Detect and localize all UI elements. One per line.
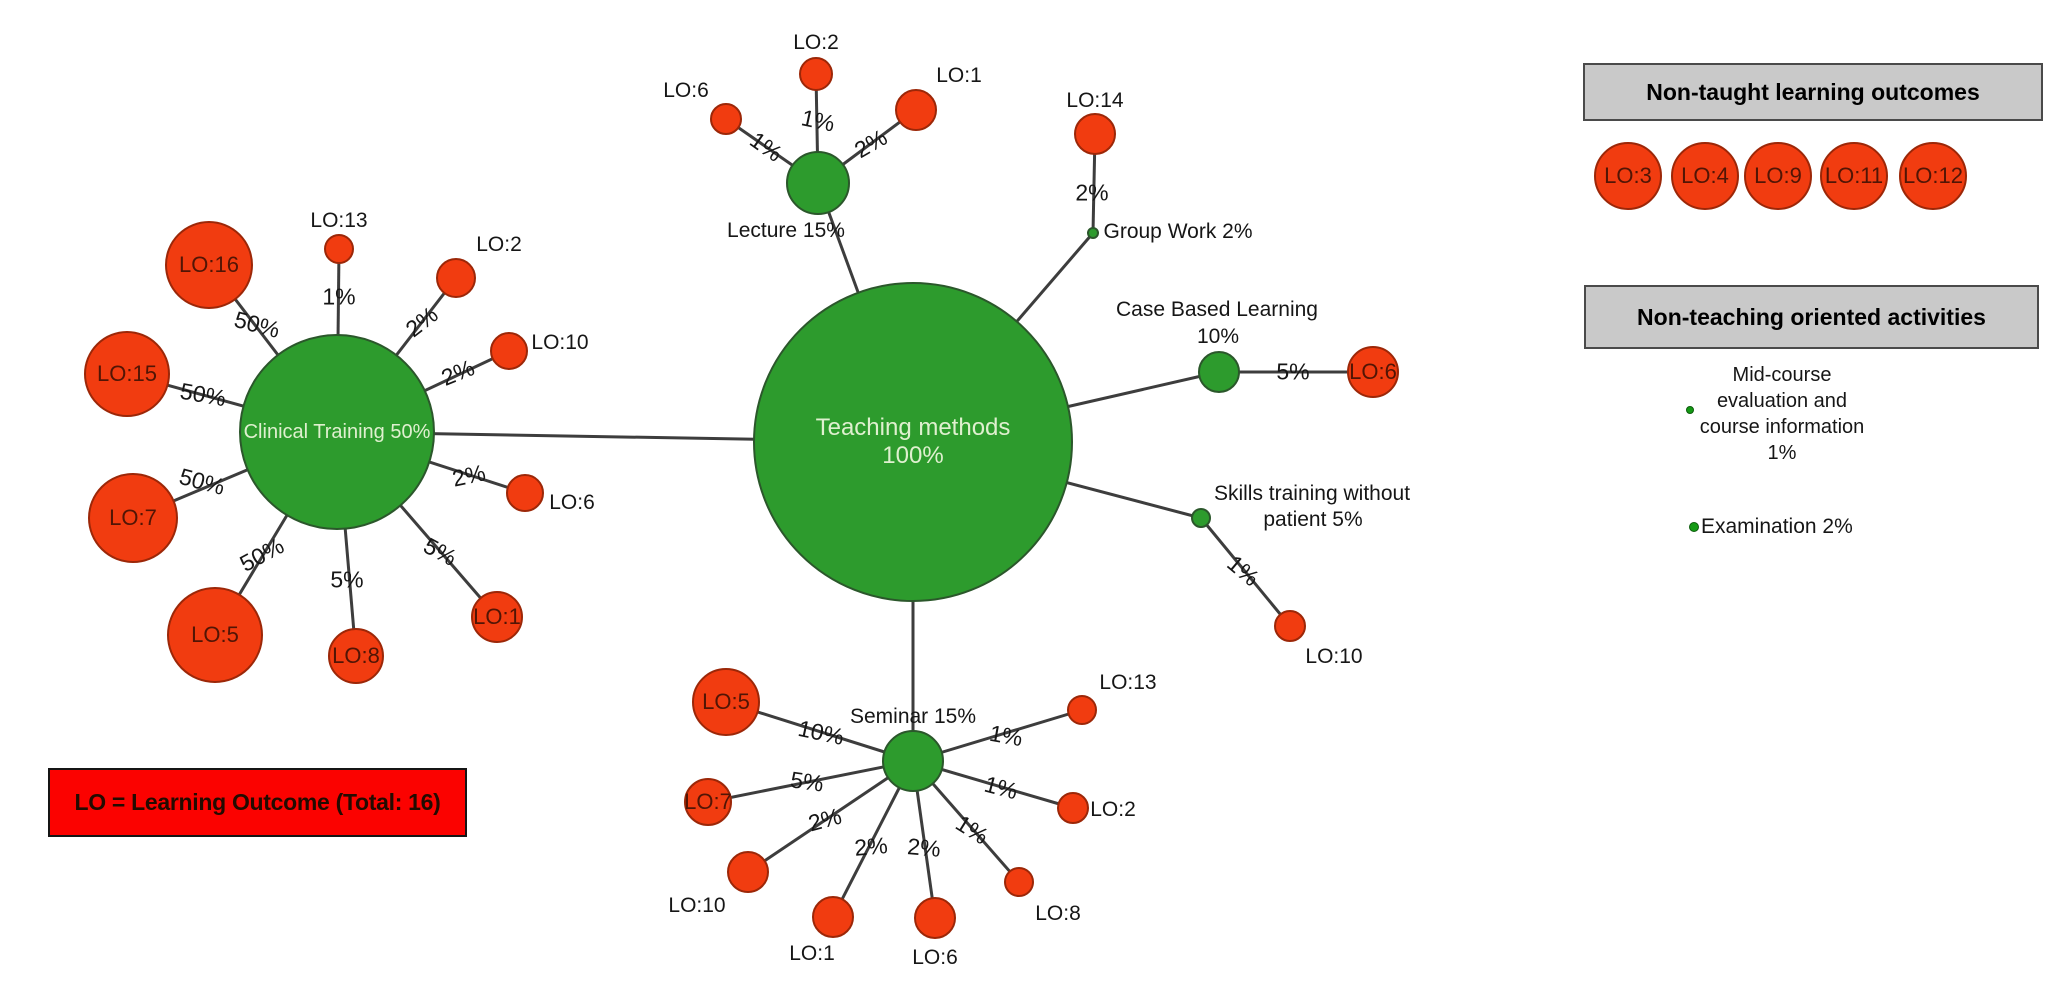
node-groupwork-lo14 xyxy=(1074,113,1116,155)
node-seminar-lo7: LO:7 xyxy=(684,778,732,826)
node-lecture-lo1 xyxy=(895,89,937,131)
label-seminar-lo8: LO:8 xyxy=(1035,902,1081,925)
node-seminar-lo6 xyxy=(914,897,956,939)
node-lecture-lo2 xyxy=(799,57,833,91)
label-lecture-lo6: LO:6 xyxy=(663,79,709,102)
node-clinical-lo2 xyxy=(436,258,476,298)
node-seminar-lo10 xyxy=(727,851,769,893)
label-clinical-lo2: LO:2 xyxy=(476,233,522,256)
node-clinical-lo8: LO:8 xyxy=(328,628,384,684)
node-skills-lo10 xyxy=(1274,610,1306,642)
node-clinical-lo10 xyxy=(490,332,528,370)
label-skills-2: patient 5% xyxy=(1263,508,1363,531)
node-clinical-lo15-label: LO:15 xyxy=(97,361,157,386)
node-teaching-methods: Teaching methods 100% xyxy=(753,282,1073,602)
node-casebased-lo6-label: LO:6 xyxy=(1349,359,1397,384)
node-clinical-lo8-label: LO:8 xyxy=(332,643,380,668)
node-clinical-training-label: Clinical Training 50% xyxy=(243,421,431,443)
label-seminar-lo1: LO:1 xyxy=(789,942,835,965)
node-skills-training xyxy=(1191,508,1211,528)
node-nontaught-lo12: LO:12 xyxy=(1899,142,1967,210)
node-seminar-lo5-label: LO:5 xyxy=(702,689,750,714)
node-teaching-methods-label: Teaching methods 100% xyxy=(815,414,1011,469)
node-seminar-lo2 xyxy=(1057,792,1089,824)
pct-casebased-lo6: 5% xyxy=(1276,358,1310,385)
non-taught-outcomes-header: Non-taught learning outcomes xyxy=(1583,63,2043,121)
edge-seminar-lo7 xyxy=(707,759,914,804)
non-teaching-activities-header: Non-teaching oriented activities xyxy=(1584,285,2039,349)
node-nontaught-lo3-label: LO:3 xyxy=(1604,163,1652,188)
node-case-based-learning xyxy=(1198,351,1240,393)
node-seminar-lo13 xyxy=(1067,695,1097,725)
node-seminar-lo5: LO:5 xyxy=(692,668,760,736)
label-skills-lo10: LO:10 xyxy=(1305,645,1363,668)
pct-seminar-lo6: 2% xyxy=(906,833,942,862)
node-nontaught-lo11: LO:11 xyxy=(1820,142,1888,210)
node-seminar-lo1 xyxy=(812,896,854,938)
label-seminar-lo13: LO:13 xyxy=(1099,671,1157,694)
activity-midcourse-dot xyxy=(1686,406,1694,414)
label-lecture-lo2: LO:2 xyxy=(793,31,839,54)
pct-groupwork-lo14: 2% xyxy=(1075,179,1109,206)
node-lecture-lo6 xyxy=(710,103,742,135)
non-teaching-activities-title: Non-teaching oriented activities xyxy=(1637,303,1986,330)
label-seminar: Seminar 15% xyxy=(849,705,977,728)
label-lecture: Lecture 15% xyxy=(727,219,845,242)
label-seminar-lo2: LO:2 xyxy=(1090,798,1136,821)
node-nontaught-lo3: LO:3 xyxy=(1594,142,1662,210)
label-clinical-lo6: LO:6 xyxy=(549,491,595,514)
activity-examination-text: Examination 2% xyxy=(1701,515,1853,538)
label-clinical-lo10: LO:10 xyxy=(531,331,589,354)
node-clinical-lo15: LO:15 xyxy=(84,331,170,417)
node-clinical-lo7: LO:7 xyxy=(88,473,178,563)
node-clinical-training: Clinical Training 50% xyxy=(239,334,435,530)
legend-box: LO = Learning Outcome (Total: 16) xyxy=(48,768,467,837)
legend-text: LO = Learning Outcome (Total: 16) xyxy=(74,789,441,815)
node-clinical-lo5: LO:5 xyxy=(167,587,263,683)
node-seminar-lo7-label: LO:7 xyxy=(684,789,732,814)
activity-examination-dot xyxy=(1689,522,1699,532)
node-clinical-lo1-label: LO:1 xyxy=(473,604,521,629)
pct-clinical-lo8: 5% xyxy=(330,566,364,593)
non-taught-outcomes-title: Non-taught learning outcomes xyxy=(1646,78,1980,105)
node-nontaught-lo4-label: LO:4 xyxy=(1681,163,1729,188)
activity-midcourse-text: Mid-course evaluation and course informati… xyxy=(1699,364,1865,464)
pct-seminar-lo13: 1% xyxy=(987,719,1025,752)
label-lo14: LO:14 xyxy=(1066,89,1124,112)
node-nontaught-lo9: LO:9 xyxy=(1744,142,1812,210)
node-clinical-lo5-label: LO:5 xyxy=(191,622,239,647)
node-clinical-lo13 xyxy=(324,234,354,264)
node-clinical-lo1: LO:1 xyxy=(471,591,523,643)
edge-skills-lo10 xyxy=(1199,517,1292,627)
label-seminar-lo6: LO:6 xyxy=(912,946,958,969)
pct-clinical-lo13: 1% xyxy=(322,283,356,310)
node-nontaught-lo12-label: LO:12 xyxy=(1903,163,1963,188)
label-case-based-2: 10% xyxy=(1196,325,1240,348)
node-clinical-lo16-label: LO:16 xyxy=(179,252,239,277)
pct-seminar-lo1: 2% xyxy=(853,832,889,861)
label-seminar-lo10: LO:10 xyxy=(668,894,726,917)
node-lecture xyxy=(786,151,850,215)
node-nontaught-lo11-label: LO:11 xyxy=(1824,163,1884,188)
node-clinical-lo6 xyxy=(506,474,544,512)
node-casebased-lo6: LO:6 xyxy=(1347,346,1399,398)
label-lecture-lo1: LO:1 xyxy=(936,64,982,87)
label-group-work: Group Work 2% xyxy=(1103,220,1253,243)
label-clinical-lo13: LO:13 xyxy=(310,209,368,232)
node-nontaught-lo4: LO:4 xyxy=(1671,142,1739,210)
node-clinical-lo7-label: LO:7 xyxy=(109,505,157,530)
pct-seminar-lo7: 5% xyxy=(788,766,826,797)
node-nontaught-lo9-label: LO:9 xyxy=(1754,163,1802,188)
edge-seminar-lo10 xyxy=(747,759,914,874)
node-group-work xyxy=(1087,227,1099,239)
node-seminar xyxy=(882,730,944,792)
node-clinical-lo16: LO:16 xyxy=(165,221,253,309)
label-skills-1: Skills training without xyxy=(1213,482,1411,505)
node-seminar-lo8 xyxy=(1004,867,1034,897)
label-case-based-1: Case Based Learning xyxy=(1116,298,1318,321)
